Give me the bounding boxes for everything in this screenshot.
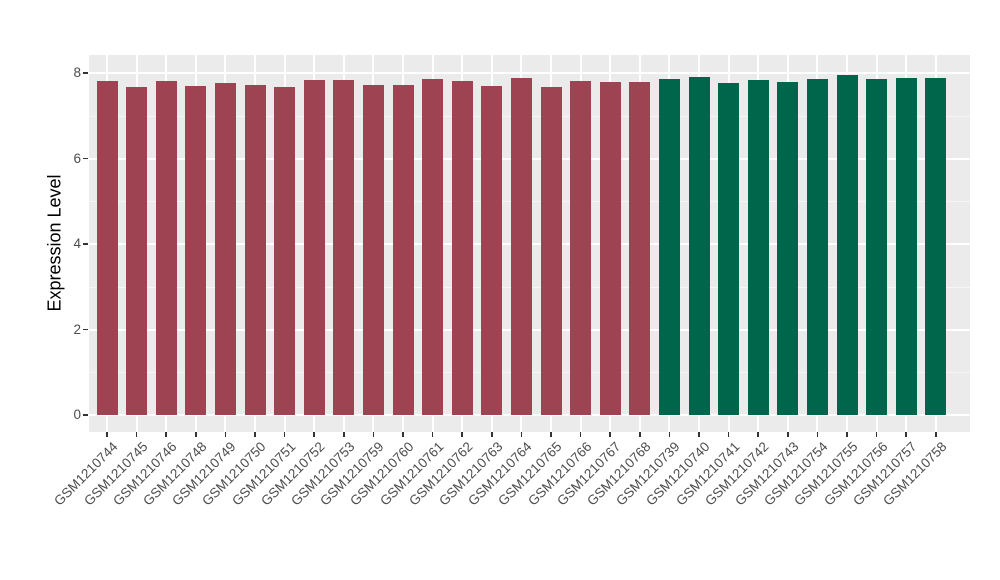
x-tick-mark	[313, 432, 315, 437]
x-tick-mark	[431, 432, 434, 437]
bar-GSM1210767	[599, 81, 621, 415]
bar-GSM1210766	[570, 80, 592, 415]
x-tick-mark	[935, 432, 937, 437]
y-tick-mark	[83, 328, 88, 331]
bar-GSM1210744	[96, 80, 118, 415]
x-tick-mark	[372, 432, 375, 437]
grid-major-horizontal	[89, 414, 970, 416]
bar-GSM1210741	[718, 82, 740, 415]
x-tick-mark	[639, 432, 641, 437]
x-tick-mark	[283, 432, 286, 437]
y-tick-label: 4	[73, 236, 81, 251]
y-tick-label: 8	[73, 65, 81, 80]
x-tick-mark	[106, 432, 108, 437]
x-tick-mark	[579, 432, 582, 437]
y-tick-mark	[83, 243, 88, 245]
x-tick-mark	[135, 432, 138, 437]
bar-GSM1210743	[777, 81, 799, 415]
y-tick-mark	[83, 72, 88, 74]
bar-GSM1210764	[510, 78, 532, 415]
x-tick-mark	[668, 432, 671, 437]
x-tick-mark	[343, 432, 345, 437]
bar-GSM1210755	[836, 75, 858, 415]
y-tick-label: 0	[73, 407, 81, 422]
bar-GSM1210763	[481, 86, 503, 415]
bar-GSM1210761	[422, 78, 444, 415]
y-tick-label: 2	[73, 321, 81, 337]
bar-GSM1210752	[303, 80, 325, 415]
bar-GSM1210758	[925, 78, 947, 415]
bar-GSM1210740	[688, 76, 710, 415]
bar-GSM1210739	[658, 78, 680, 415]
bar-GSM1210751	[274, 87, 296, 415]
bar-GSM1210749	[214, 82, 236, 415]
bar-GSM1210757	[895, 78, 917, 415]
bar-GSM1210762	[451, 81, 473, 415]
x-tick-mark	[905, 432, 907, 437]
grid-major-horizontal	[89, 72, 970, 74]
bar-GSM1210745	[126, 86, 148, 415]
bar-GSM1210742	[747, 80, 769, 415]
bar-GSM1210756	[866, 78, 888, 415]
x-tick-mark	[520, 432, 523, 437]
x-tick-mark	[224, 432, 227, 437]
bar-GSM1210765	[540, 86, 562, 415]
x-tick-mark	[875, 432, 878, 437]
x-tick-mark	[254, 432, 256, 437]
x-tick-mark	[757, 432, 759, 437]
bar-GSM1210746	[155, 81, 177, 415]
x-tick-mark	[402, 432, 404, 437]
x-tick-mark	[846, 432, 848, 437]
x-tick-mark	[787, 432, 789, 437]
x-tick-mark	[698, 432, 700, 437]
bar-GSM1210768	[629, 81, 651, 415]
bar-GSM1210750	[244, 84, 266, 415]
x-tick-mark	[727, 432, 730, 437]
x-tick-mark	[491, 432, 493, 437]
bar-GSM1210748	[185, 86, 207, 415]
y-tick-mark	[83, 414, 88, 416]
x-tick-mark	[609, 432, 611, 437]
x-tick-mark	[195, 432, 197, 437]
y-tick-mark	[83, 157, 88, 160]
plot-panel	[89, 55, 970, 432]
bar-GSM1210759	[362, 84, 384, 415]
x-tick-mark	[461, 432, 463, 437]
bar-GSM1210754	[806, 78, 828, 415]
bar-GSM1210760	[392, 85, 414, 415]
x-tick-mark	[550, 432, 552, 437]
x-tick-mark	[816, 432, 819, 437]
bar-GSM1210753	[333, 80, 355, 415]
x-tick-mark	[165, 432, 167, 437]
y-tick-label: 6	[73, 150, 81, 166]
